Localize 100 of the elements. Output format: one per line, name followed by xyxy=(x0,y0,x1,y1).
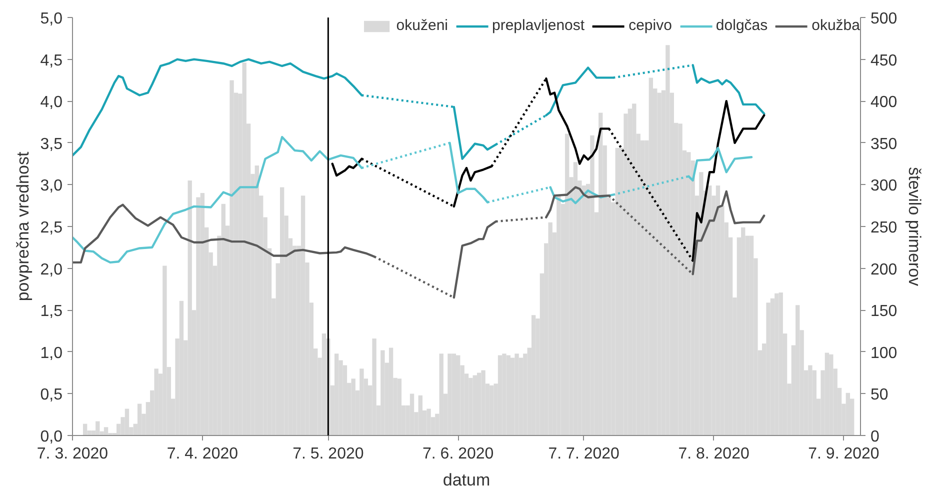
x-axis-title: datum xyxy=(442,470,490,490)
bar xyxy=(388,348,394,436)
bar xyxy=(766,302,770,436)
bar xyxy=(439,354,444,436)
bar xyxy=(188,180,192,436)
y-tick-label: 4,5 xyxy=(40,52,63,70)
bar xyxy=(334,354,339,436)
y-tick-label: 5,0 xyxy=(40,10,63,28)
y-tick-label: 2,0 xyxy=(40,261,63,278)
bar xyxy=(481,370,486,436)
bar xyxy=(82,424,88,436)
y-tick-label: 4,0 xyxy=(40,94,63,112)
y-tick-label: 0,5 xyxy=(40,386,63,404)
bar xyxy=(418,395,422,436)
y2-tick-label: 0 xyxy=(870,428,880,446)
y-tick-label: 2,5 xyxy=(40,220,63,236)
bar xyxy=(380,350,385,436)
bar xyxy=(162,266,167,436)
bar xyxy=(426,408,431,436)
bar xyxy=(657,92,662,436)
bar xyxy=(699,172,704,436)
y-tick-label: 1,5 xyxy=(40,303,63,320)
bar xyxy=(510,358,515,436)
bar xyxy=(796,305,800,436)
y-tick-label: 3,0 xyxy=(40,178,63,195)
y2-tick-label: 350 xyxy=(870,136,898,153)
y2-tick-label: 500 xyxy=(870,10,898,28)
x-tick-label: 7. 7. 2020 xyxy=(548,446,620,462)
bar xyxy=(96,421,100,436)
bar xyxy=(254,165,260,436)
bar xyxy=(548,222,552,436)
legend-label: preplavljenost xyxy=(492,17,585,34)
y-tick-label: 3,5 xyxy=(40,136,63,153)
y2-tick-label: 400 xyxy=(870,94,898,112)
legend-label: dolgčas xyxy=(716,17,768,34)
bar xyxy=(322,334,326,436)
legend-label: okužba xyxy=(812,17,860,34)
x-tick-label: 7. 9. 2020 xyxy=(808,446,880,462)
y2-tick-label: 150 xyxy=(870,303,898,320)
bar xyxy=(598,112,603,436)
bar xyxy=(476,372,482,436)
bar xyxy=(741,227,746,436)
bar xyxy=(648,78,654,436)
y2-tick-label: 450 xyxy=(870,52,898,70)
bar xyxy=(632,104,636,436)
y-tick-label: 0,0 xyxy=(40,428,63,446)
x-tick-label: 7. 4. 2020 xyxy=(166,446,238,462)
y2-tick-label: 50 xyxy=(870,386,888,404)
bar xyxy=(829,354,834,436)
bar xyxy=(351,378,356,436)
bar xyxy=(448,354,452,436)
y2-axis-title: število primerov xyxy=(905,166,924,287)
bar xyxy=(573,162,578,436)
bar xyxy=(452,354,456,436)
bar xyxy=(104,427,108,436)
bar xyxy=(778,292,783,436)
bar xyxy=(196,197,200,436)
bar xyxy=(200,193,205,436)
bar xyxy=(490,385,494,436)
y-axis-title: povprečna vrednost xyxy=(13,152,32,302)
bar xyxy=(506,355,511,436)
bar xyxy=(666,45,670,436)
y2-tick-label: 250 xyxy=(870,220,898,236)
bar xyxy=(137,404,142,436)
bar xyxy=(615,148,620,436)
bar xyxy=(556,196,561,436)
legend-label: okuženi xyxy=(396,17,448,34)
bar xyxy=(124,408,130,436)
bar xyxy=(716,186,720,436)
x-tick-label: 7. 6. 2020 xyxy=(422,446,494,462)
bar xyxy=(514,354,519,436)
bar xyxy=(410,394,414,436)
bar xyxy=(242,62,246,436)
x-tick-label: 7. 5. 2020 xyxy=(292,446,364,462)
bar xyxy=(397,378,402,436)
bar xyxy=(300,196,306,436)
bar xyxy=(468,378,473,436)
bar xyxy=(678,124,682,436)
x-tick-label: 7. 3. 2020 xyxy=(36,446,108,462)
y2-tick-label: 100 xyxy=(870,344,898,362)
bar xyxy=(531,315,536,436)
bar xyxy=(498,355,502,436)
bar xyxy=(846,392,850,436)
bar xyxy=(590,135,594,436)
y2-tick-label: 200 xyxy=(870,261,898,278)
bar xyxy=(372,338,376,436)
bar xyxy=(456,355,460,436)
legend-label: cepivo xyxy=(628,17,672,34)
bar xyxy=(518,358,524,436)
bar xyxy=(472,375,477,436)
y-tick-label: 1,0 xyxy=(40,344,63,362)
bar xyxy=(808,365,812,436)
x-tick-label: 7. 8. 2020 xyxy=(678,446,750,462)
bar xyxy=(708,186,712,436)
y2-tick-label: 300 xyxy=(870,178,898,195)
bar xyxy=(221,204,226,436)
bar xyxy=(502,354,506,436)
bar xyxy=(686,152,691,436)
bar xyxy=(280,187,284,436)
bar xyxy=(360,368,364,436)
